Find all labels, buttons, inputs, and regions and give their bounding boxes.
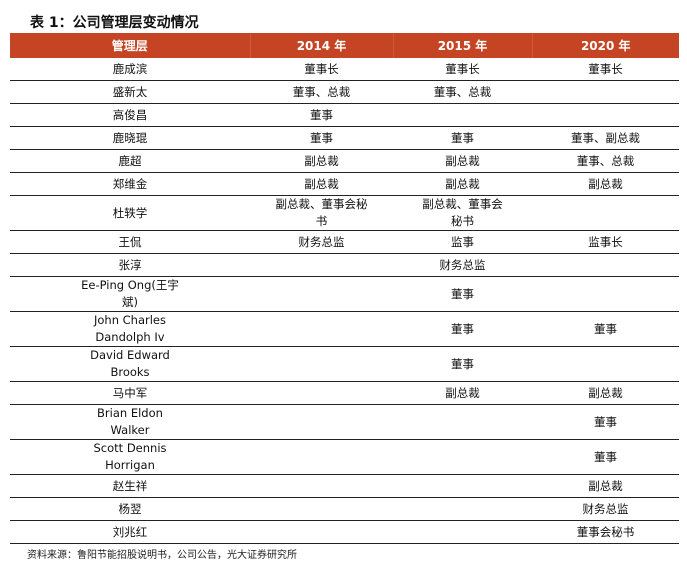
- year-2020-cell: [532, 276, 679, 312]
- table-row: Brian Eldon Walker 董事: [10, 404, 679, 440]
- year-2020-cell: 副总裁: [532, 172, 679, 196]
- year-2014-cell: 副总裁、董事会秘书: [250, 195, 393, 231]
- name-cell: 盛新太: [10, 80, 250, 104]
- year-2014-cell: [250, 253, 393, 277]
- table-row: John Charles Dandolph Iv 董事 董事: [10, 311, 679, 347]
- year-2020-cell: [532, 253, 679, 277]
- table-row: Scott Dennis Horrigan 董事: [10, 439, 679, 475]
- source-note: 资料来源：鲁阳节能招股说明书，公司公告，光大证券研究所: [27, 550, 297, 561]
- year-2020-cell: 副总裁: [532, 381, 679, 405]
- year-2015-cell: [393, 497, 532, 521]
- name-cell: 王侃: [10, 230, 250, 254]
- year-2020-cell: [532, 80, 679, 104]
- year-2014-cell: 董事: [250, 126, 393, 150]
- table-row: 杨翌 财务总监: [10, 497, 679, 521]
- year-2014-cell: [250, 520, 393, 544]
- header-row: 管理层 2014 年 2015 年 2020 年: [10, 33, 679, 58]
- name-cell: 赵生祥: [10, 474, 250, 498]
- table-row: David Edward Brooks 董事: [10, 346, 679, 382]
- name-cell: 张淳: [10, 253, 250, 277]
- name-cell: John Charles Dandolph Iv: [10, 311, 250, 347]
- header-2015: 2015 年: [393, 33, 533, 58]
- table-row: 盛新太 董事、总裁 董事、总裁: [10, 80, 679, 104]
- year-2015-cell: 财务总监: [393, 253, 532, 277]
- year-2015-cell: 董事: [393, 276, 532, 312]
- year-2020-cell: 董事: [532, 404, 679, 440]
- year-2014-cell: [250, 276, 393, 312]
- year-2020-cell: 董事、总裁: [532, 149, 679, 173]
- table-row: 杜轶学 副总裁、董事会秘书 副总裁、董事会秘书: [10, 195, 679, 231]
- year-2015-cell: [393, 103, 532, 127]
- year-2020-cell: 财务总监: [532, 497, 679, 521]
- year-2020-cell: 监事长: [532, 230, 679, 254]
- year-2015-cell: [393, 404, 532, 440]
- year-2020-cell: [532, 103, 679, 127]
- year-2020-cell: 董事会秘书: [532, 520, 679, 544]
- table-title: 表 1：公司管理层变动情况: [30, 15, 199, 31]
- year-2015-cell: 副总裁: [393, 149, 532, 173]
- year-2015-cell: 董事长: [393, 58, 532, 81]
- year-2014-cell: 副总裁: [250, 149, 393, 173]
- year-2015-cell: [393, 439, 532, 475]
- name-cell: 高俊昌: [10, 103, 250, 127]
- year-2014-cell: [250, 497, 393, 521]
- year-2015-cell: 董事: [393, 126, 532, 150]
- year-2015-cell: 监事: [393, 230, 532, 254]
- name-cell: Brian Eldon Walker: [10, 404, 250, 440]
- year-2014-cell: 董事: [250, 103, 393, 127]
- header-management: 管理层: [10, 33, 251, 58]
- year-2015-cell: 董事、总裁: [393, 80, 532, 104]
- year-2014-cell: 董事、总裁: [250, 80, 393, 104]
- name-cell: 刘兆红: [10, 520, 250, 544]
- year-2020-cell: 副总裁: [532, 474, 679, 498]
- year-2015-cell: [393, 474, 532, 498]
- year-2020-cell: 董事: [532, 311, 679, 347]
- table-row: 鹿晓琨 董事 董事 董事、副总裁: [10, 126, 679, 150]
- year-2014-cell: [250, 474, 393, 498]
- year-2015-cell: 副总裁、董事会秘书: [393, 195, 532, 231]
- year-2020-cell: 董事长: [532, 58, 679, 81]
- name-cell: Ee-Ping Ong(王宇斌): [10, 276, 250, 312]
- name-cell: 马中军: [10, 381, 250, 405]
- table-row: 鹿成滨 董事长 董事长 董事长: [10, 58, 679, 81]
- year-2014-cell: 财务总监: [250, 230, 393, 254]
- header-2014: 2014 年: [250, 33, 394, 58]
- name-cell: 鹿晓琨: [10, 126, 250, 150]
- year-2020-cell: 董事、副总裁: [532, 126, 679, 150]
- name-cell: 杨翌: [10, 497, 250, 521]
- table-row: 郑维金 副总裁 副总裁 副总裁: [10, 172, 679, 196]
- name-cell: 鹿成滨: [10, 58, 250, 81]
- year-2015-cell: 副总裁: [393, 172, 532, 196]
- year-2015-cell: 副总裁: [393, 381, 532, 405]
- name-cell: 郑维金: [10, 172, 250, 196]
- year-2015-cell: 董事: [393, 346, 532, 382]
- name-cell: Scott Dennis Horrigan: [10, 439, 250, 475]
- management-table: 管理层 2014 年 2015 年 2020 年 鹿成滨 董事长 董事长 董事长 盛新太…: [10, 33, 679, 544]
- year-2015-cell: 董事: [393, 311, 532, 347]
- header-2020: 2020 年: [532, 33, 679, 58]
- year-2014-cell: [250, 439, 393, 475]
- table-row: Ee-Ping Ong(王宇斌) 董事: [10, 276, 679, 312]
- year-2014-cell: [250, 404, 393, 440]
- year-2014-cell: [250, 346, 393, 382]
- table-row: 刘兆红 董事会秘书: [10, 520, 679, 544]
- table-row: 赵生祥 副总裁: [10, 474, 679, 498]
- name-cell: 杜轶学: [10, 195, 250, 231]
- table-row: 王侃 财务总监 监事 监事长: [10, 230, 679, 254]
- name-cell: David Edward Brooks: [10, 346, 250, 382]
- table-row: 马中军 副总裁 副总裁: [10, 381, 679, 405]
- table-row: 张淳 财务总监: [10, 253, 679, 277]
- year-2020-cell: [532, 346, 679, 382]
- year-2014-cell: [250, 311, 393, 347]
- name-cell: 鹿超: [10, 149, 250, 173]
- table-row: 高俊昌 董事: [10, 103, 679, 127]
- year-2020-cell: [532, 195, 679, 231]
- table-row: 鹿超 副总裁 副总裁 董事、总裁: [10, 149, 679, 173]
- year-2014-cell: [250, 381, 393, 405]
- year-2014-cell: 董事长: [250, 58, 393, 81]
- year-2015-cell: [393, 520, 532, 544]
- year-2014-cell: 副总裁: [250, 172, 393, 196]
- year-2020-cell: 董事: [532, 439, 679, 475]
